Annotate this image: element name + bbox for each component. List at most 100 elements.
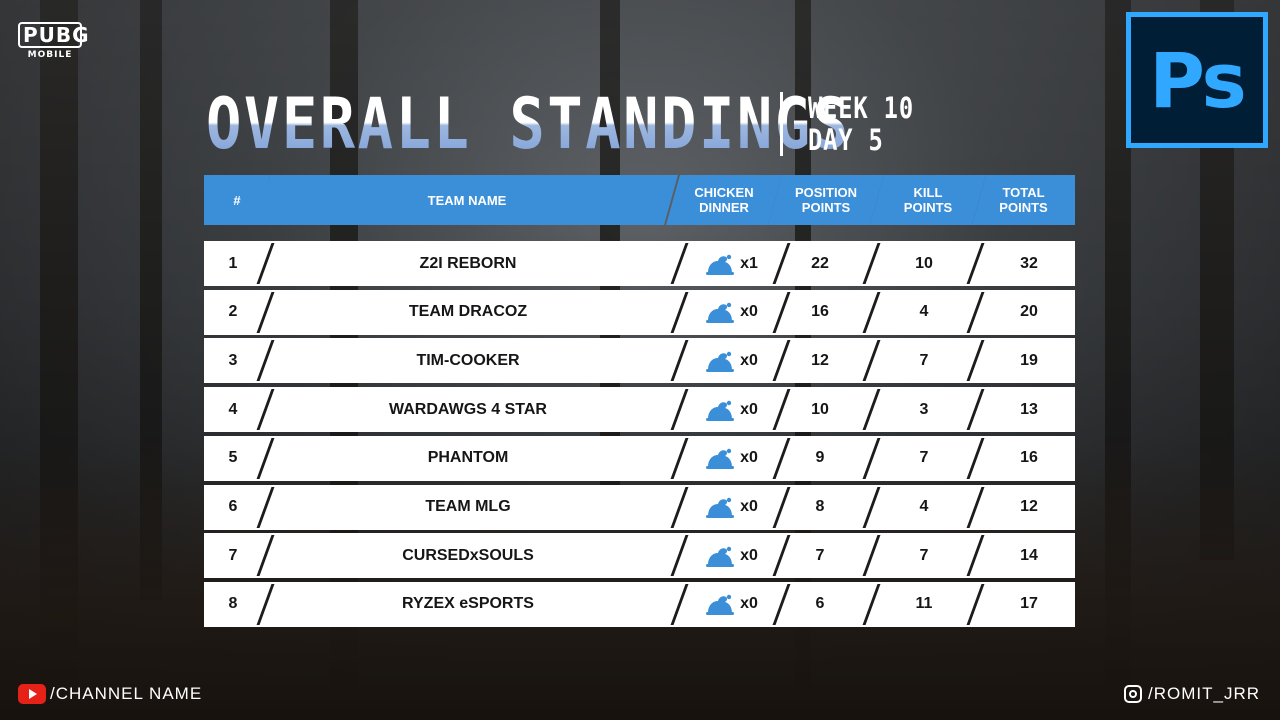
kill-points-cell: 10 bbox=[915, 254, 933, 272]
team-name-cell: TIM-COOKER bbox=[416, 351, 520, 369]
row-divider bbox=[966, 389, 985, 431]
rank-cell: 2 bbox=[228, 303, 238, 321]
team-name-cell: TEAM MLG bbox=[425, 498, 511, 515]
header-total-points: TOTAL POINTS bbox=[972, 175, 1075, 225]
table-row: 2 TEAM DRACOZ x0 16 4 20 bbox=[204, 289, 1075, 335]
row-divider bbox=[862, 486, 881, 528]
chicken-icon bbox=[706, 447, 735, 470]
chicken-dinner-cell: x0 bbox=[682, 436, 782, 481]
team-name-cell: Z2I REBORN bbox=[419, 254, 517, 272]
team-name-cell: CURSEDxSOULS bbox=[402, 546, 534, 564]
header-chicken-dinner: CHICKEN DINNER bbox=[666, 175, 782, 225]
rank-cell: 1 bbox=[228, 254, 238, 272]
position-points-cell: 22 bbox=[811, 254, 829, 272]
total-points-cell: 20 bbox=[1020, 303, 1038, 321]
chicken-dinner-cell: x0 bbox=[682, 338, 782, 383]
header-kill-points: KILL POINTS bbox=[870, 175, 986, 225]
channel-link[interactable]: /CHANNEL NAME bbox=[18, 684, 202, 704]
rank-cell: 6 bbox=[228, 498, 238, 515]
header-position-points-label: POSITION POINTS bbox=[794, 185, 858, 215]
chicken-count: x0 bbox=[740, 351, 758, 369]
chicken-icon bbox=[706, 350, 735, 372]
row-divider bbox=[966, 340, 985, 382]
header-total-points-label: TOTAL POINTS bbox=[999, 185, 1048, 215]
position-points-cell: 16 bbox=[811, 303, 829, 321]
chicken-dinner-cell: x0 bbox=[682, 582, 782, 627]
team-name-cell: RYZEX eSPORTS bbox=[402, 595, 534, 613]
kill-points-cell: 4 bbox=[919, 498, 929, 515]
chicken-icon bbox=[706, 399, 735, 421]
header-rank: # bbox=[204, 175, 270, 225]
row-divider bbox=[862, 291, 881, 333]
page-title: OVERALL STANDINGS bbox=[206, 83, 851, 165]
youtube-icon bbox=[18, 684, 46, 704]
chicken-count: x0 bbox=[740, 303, 758, 321]
channel-name: /CHANNEL NAME bbox=[50, 684, 203, 703]
chicken-count: x0 bbox=[740, 546, 758, 564]
row-divider bbox=[966, 243, 985, 284]
chicken-dinner-cell: x0 bbox=[682, 387, 782, 432]
instagram-handle: /ROMIT_JRR bbox=[1148, 684, 1260, 703]
position-points-cell: 9 bbox=[815, 449, 825, 467]
chicken-count: x0 bbox=[740, 400, 758, 418]
row-divider bbox=[966, 291, 985, 333]
row-divider bbox=[862, 535, 881, 577]
total-points-cell: 16 bbox=[1020, 449, 1038, 467]
row-divider bbox=[862, 389, 881, 431]
row-divider bbox=[966, 437, 985, 479]
kill-points-cell: 4 bbox=[919, 303, 929, 321]
chicken-count: x0 bbox=[740, 498, 758, 515]
header-team-name-label: TEAM NAME bbox=[427, 192, 507, 208]
chicken-icon bbox=[706, 301, 735, 324]
header-chicken-dinner-label: CHICKEN DINNER bbox=[694, 185, 754, 215]
day-label: DAY 5 bbox=[808, 123, 884, 157]
row-divider bbox=[966, 486, 985, 528]
kill-points-cell: 7 bbox=[919, 546, 929, 564]
table-row: 3 TIM-COOKER x0 12 7 19 bbox=[204, 338, 1075, 384]
total-points-cell: 17 bbox=[1020, 595, 1038, 613]
total-points-cell: 32 bbox=[1020, 254, 1038, 272]
rank-cell: 4 bbox=[228, 400, 238, 418]
kill-points-cell: 7 bbox=[919, 449, 929, 467]
team-name-cell: PHANTOM bbox=[427, 449, 509, 467]
total-points-cell: 13 bbox=[1020, 400, 1038, 418]
table-row: 7 CURSEDxSOULS x0 7 7 14 bbox=[204, 533, 1075, 579]
position-points-cell: 7 bbox=[815, 546, 825, 564]
chicken-icon bbox=[706, 545, 735, 567]
logo-sub-text: MOBILE bbox=[27, 50, 73, 60]
kill-points-cell: 3 bbox=[919, 400, 929, 418]
chicken-count: x0 bbox=[740, 449, 758, 467]
total-points-cell: 19 bbox=[1020, 351, 1038, 369]
photoshop-icon: Ps bbox=[1126, 12, 1268, 148]
position-points-cell: 10 bbox=[811, 400, 829, 418]
row-divider bbox=[862, 583, 881, 625]
instagram-link[interactable]: /ROMIT_JRR bbox=[1124, 684, 1260, 704]
team-name-cell: TEAM DRACOZ bbox=[408, 303, 528, 321]
week-label: WEEK 10 bbox=[808, 91, 914, 125]
position-points-cell: 6 bbox=[815, 595, 825, 613]
chicken-dinner-cell: x0 bbox=[682, 533, 782, 578]
total-points-cell: 12 bbox=[1020, 498, 1038, 515]
chicken-dinner-cell: x0 bbox=[682, 485, 782, 530]
table-row: 6 TEAM MLG x0 8 4 12 bbox=[204, 484, 1075, 530]
team-name-cell: WARDAWGS 4 STAR bbox=[389, 400, 547, 418]
rank-cell: 7 bbox=[228, 546, 238, 564]
rank-cell: 3 bbox=[228, 351, 238, 369]
rank-cell: 8 bbox=[228, 595, 238, 613]
chicken-icon bbox=[706, 253, 735, 275]
total-points-cell: 14 bbox=[1020, 546, 1038, 564]
header-position-points: POSITION POINTS bbox=[768, 175, 884, 225]
position-points-cell: 12 bbox=[811, 351, 829, 369]
header-kill-points-label: KILL POINTS bbox=[903, 185, 953, 215]
title-divider bbox=[780, 92, 783, 156]
chicken-count: x0 bbox=[740, 595, 758, 613]
kill-points-cell: 7 bbox=[919, 351, 929, 369]
kill-points-cell: 11 bbox=[915, 595, 933, 613]
chicken-icon bbox=[706, 496, 735, 518]
row-divider bbox=[862, 437, 881, 479]
header-team-name: TEAM NAME bbox=[256, 175, 678, 225]
table-row: 5 PHANTOM x0 9 7 16 bbox=[204, 435, 1075, 481]
pubg-mobile-logo: PUBG MOBILE bbox=[18, 22, 89, 60]
week-day-label: WEEK 10 DAY 5 bbox=[808, 92, 914, 156]
logo-main-text: PUBG bbox=[18, 22, 89, 48]
